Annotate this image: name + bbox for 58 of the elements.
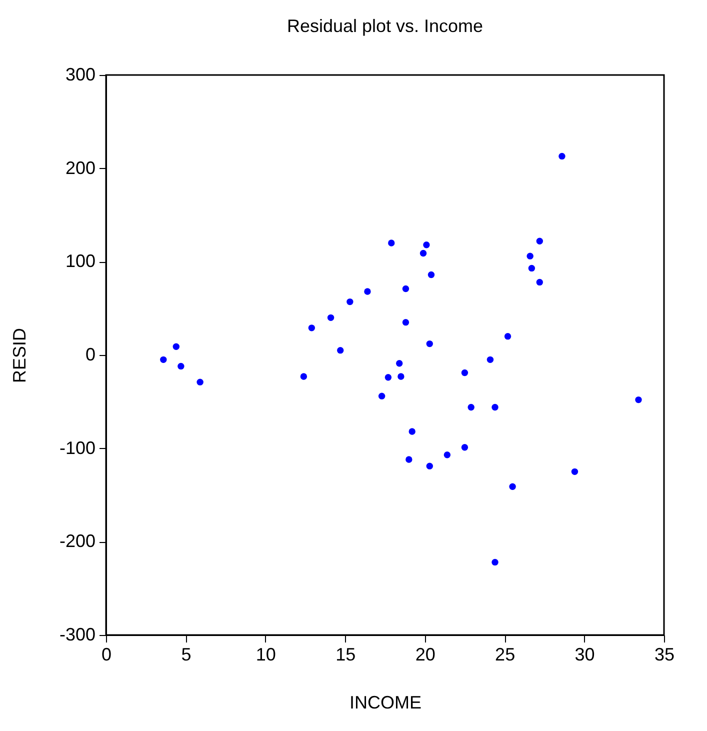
point (300, 373, 308, 380)
point (635, 396, 642, 404)
point (378, 392, 386, 400)
point (461, 369, 468, 376)
y-tick-label: -200 (59, 531, 96, 552)
y-tick-label: -300 (59, 624, 96, 644)
point (426, 340, 433, 348)
point (428, 271, 435, 278)
point (492, 404, 498, 411)
x-tick-label: 20 (415, 644, 436, 664)
point (536, 238, 543, 244)
chart-title: Residual plot vs. Income (286, 16, 484, 36)
point (571, 468, 578, 476)
y-axis-title: RESID (9, 328, 30, 384)
x-tick-label: 25 (495, 644, 516, 664)
y-tick-label: -100 (59, 438, 96, 458)
point (398, 373, 404, 380)
point (536, 278, 543, 286)
point (528, 264, 536, 272)
point (178, 362, 184, 370)
point (486, 356, 494, 364)
point (423, 242, 430, 248)
point (346, 298, 354, 306)
point (388, 240, 395, 246)
point (364, 288, 371, 295)
y-tick-label: 0 (85, 344, 96, 364)
point (461, 444, 468, 451)
point (406, 456, 412, 463)
point (384, 374, 392, 381)
point (408, 428, 416, 435)
y-tick-label: 200 (65, 158, 96, 178)
x-tick-label: 0 (101, 644, 112, 664)
x-tick-label: 35 (654, 644, 675, 664)
point (172, 343, 180, 350)
y-tick-label: 300 (65, 64, 96, 84)
y-tick-label: 100 (65, 251, 96, 272)
point (420, 250, 427, 257)
x-tick-label: 15 (336, 644, 356, 664)
point (196, 378, 204, 386)
point (558, 152, 566, 160)
x-axis-title: INCOME (350, 692, 422, 712)
x-tick-label: 5 (181, 644, 192, 664)
x-tick-label: 30 (574, 644, 595, 664)
point (426, 462, 433, 470)
point (468, 404, 474, 411)
point (526, 252, 534, 260)
x-tick-label: 10 (256, 644, 276, 664)
point (444, 452, 451, 458)
point (327, 314, 334, 322)
point (492, 558, 498, 566)
point (504, 332, 512, 340)
point (308, 324, 316, 332)
point (396, 360, 403, 367)
point (337, 346, 344, 354)
point (402, 318, 410, 326)
point (160, 356, 167, 364)
point (509, 483, 516, 490)
point (402, 285, 410, 292)
